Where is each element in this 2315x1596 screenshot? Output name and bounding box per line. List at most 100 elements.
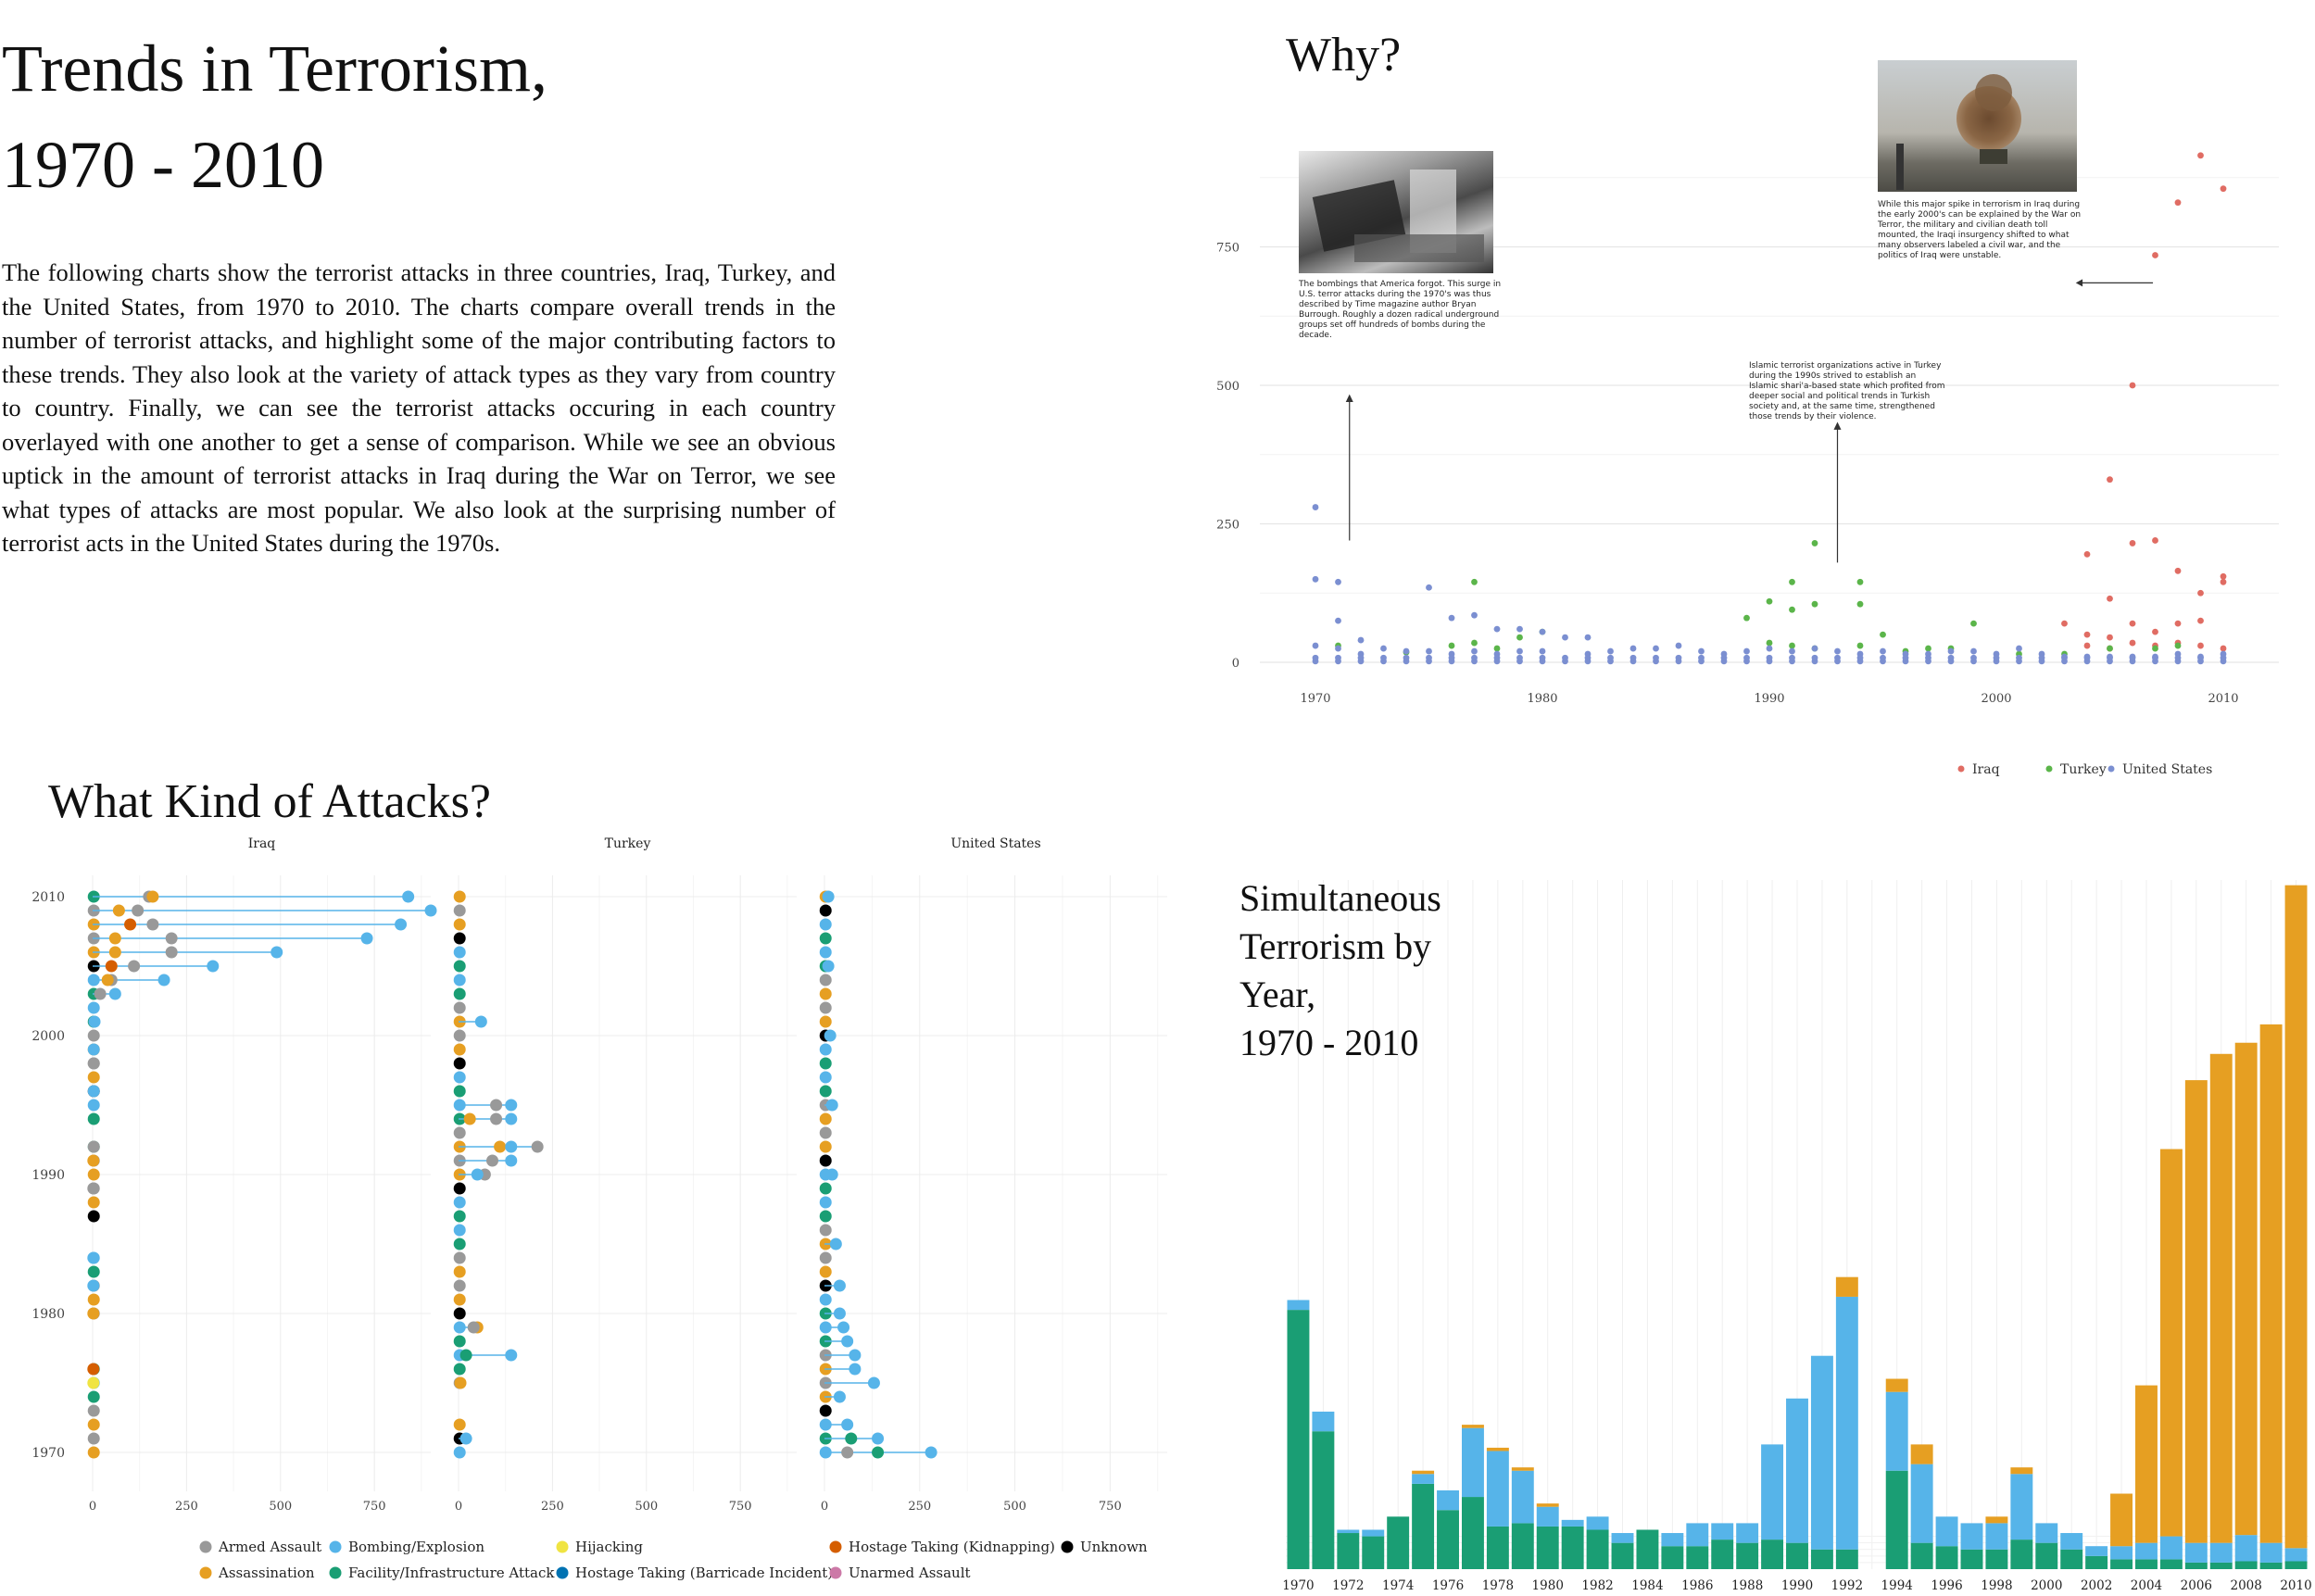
legend-marker-armed-assault: [199, 1540, 212, 1553]
scatter-point-iraq: [2174, 199, 2182, 207]
x-tick-label: 2004: [2131, 1578, 2162, 1593]
iraq-explosion-photo: [1878, 60, 2077, 192]
attack-dot-assassination: [146, 890, 159, 903]
scatter-point-iraq: [2197, 152, 2204, 159]
bar-turkey: [2110, 1546, 2133, 1560]
x-tick-label: 1996: [1931, 1578, 1962, 1593]
attack-dot-facility: [872, 1446, 885, 1459]
scatter-point-turkey: [1493, 645, 1501, 652]
x-tick-label: 0: [821, 1500, 828, 1514]
bar-united-states: [1412, 1483, 1435, 1569]
attack-dot-bombing: [867, 1376, 880, 1389]
x-tick-label: 1972: [1332, 1578, 1364, 1593]
bar-turkey: [1736, 1523, 1759, 1543]
attack-dot: [453, 1043, 466, 1056]
bar-iraq: [2234, 1042, 2258, 1536]
scatter-point-united-states: [1584, 634, 1592, 641]
bar-united-states: [1636, 1529, 1659, 1569]
bar-turkey: [2060, 1533, 2083, 1550]
bar-united-states: [1960, 1549, 1983, 1569]
bar-iraq: [2209, 1053, 2233, 1543]
attack-dot-armed-assault: [128, 960, 141, 973]
x-tick-label: 1980: [1527, 692, 1557, 706]
scatter-point-turkey: [2174, 642, 2182, 649]
attack-dot: [819, 1085, 832, 1098]
scatter-point-united-states: [1539, 628, 1546, 635]
bar-turkey: [1561, 1519, 1584, 1527]
bar-iraq: [1985, 1516, 2008, 1524]
scatter-point-united-states: [2061, 654, 2068, 661]
bar-iraq: [1511, 1467, 1534, 1471]
bar-united-states: [2259, 1562, 2283, 1569]
attack-dot: [819, 1154, 832, 1167]
attack-dot-bombing: [87, 1279, 100, 1292]
bar-turkey: [1312, 1411, 1335, 1432]
attack-dot: [87, 1418, 100, 1431]
scatter-point-united-states: [1312, 504, 1319, 510]
scatter-point-iraq: [2197, 642, 2204, 649]
bar-united-states: [2284, 1561, 2308, 1569]
x-tick-label: 1980: [1532, 1578, 1564, 1593]
bar-turkey: [1935, 1516, 1958, 1547]
attack-dot-bombing: [825, 1168, 838, 1181]
scatter-point-united-states: [2038, 654, 2045, 661]
simultaneous-section-title: Simultaneous Terrorism by Year, 1970 - 2…: [1239, 874, 1517, 1067]
annotation-arrowhead: [1345, 394, 1353, 402]
scatter-point-united-states: [1380, 645, 1387, 652]
attack-dot-armed-assault: [165, 932, 178, 945]
scatter-point-united-states: [1426, 654, 1432, 661]
scatter-point-united-states: [1357, 654, 1365, 661]
scatter-point-united-states: [1471, 654, 1478, 661]
x-tick-label: 750: [1099, 1500, 1122, 1514]
scatter-point-united-states: [1743, 647, 1750, 655]
annotation-arrowhead: [2075, 279, 2083, 287]
bar-united-states: [1561, 1526, 1584, 1569]
scatter-point-iraq: [2152, 537, 2158, 544]
legend-marker-turkey: [2045, 765, 2053, 773]
scatter-point-united-states: [2220, 654, 2227, 661]
attack-dot: [87, 1071, 100, 1084]
scatter-point-united-states: [1312, 654, 1319, 661]
scatter-point-united-states: [2152, 654, 2158, 661]
scatter-point-turkey: [1471, 578, 1478, 585]
bar-turkey: [2159, 1536, 2183, 1560]
bar-united-states: [1287, 1310, 1310, 1569]
attack-dot: [453, 1265, 466, 1278]
scatter-point-united-states: [1312, 642, 1319, 649]
attack-dot: [453, 932, 466, 945]
x-tick-label: 2000: [2031, 1578, 2062, 1593]
bar-turkey: [1461, 1427, 1484, 1498]
bar-iraq: [2284, 885, 2308, 1549]
attack-dot-armed-assault: [490, 1112, 503, 1125]
attack-dot-bombing: [395, 918, 408, 931]
scatter-point-united-states: [1653, 645, 1659, 652]
attack-dot-bombing: [474, 1015, 487, 1028]
bar-united-states: [1885, 1470, 1908, 1569]
attack-dot-armed-assault: [165, 946, 178, 959]
scatter-point-iraq: [2174, 620, 2182, 627]
legend-label: Armed Assault: [218, 1539, 321, 1555]
scatter-point-turkey: [1471, 639, 1478, 647]
scatter-point-united-states: [1607, 654, 1614, 661]
x-tick-label: 1986: [1681, 1578, 1713, 1593]
y-tick-label: 250: [1216, 519, 1239, 533]
scatter-point-united-states: [1675, 654, 1682, 661]
scatter-point-turkey: [2152, 645, 2158, 652]
attack-dot-bombing: [402, 890, 415, 903]
attack-dot-bombing: [271, 946, 283, 959]
why-section-title: Why?: [1286, 29, 1402, 82]
bar-united-states: [1761, 1539, 1784, 1569]
x-tick-label: 1988: [1731, 1578, 1763, 1593]
bar-turkey: [1586, 1516, 1609, 1530]
y-tick-label: 750: [1216, 242, 1239, 256]
bar-turkey: [1362, 1529, 1385, 1537]
scatter-point-united-states: [1698, 647, 1705, 655]
scatter-point-united-states: [1471, 611, 1478, 619]
scatter-point-iraq: [2220, 572, 2227, 580]
bar-united-states: [1586, 1529, 1609, 1569]
bar-united-states: [1935, 1546, 1958, 1569]
attack-dot: [453, 960, 466, 973]
attack-dot-bombing: [505, 1099, 518, 1112]
bar-turkey: [2259, 1542, 2283, 1563]
scatter-point-united-states: [1584, 654, 1592, 661]
